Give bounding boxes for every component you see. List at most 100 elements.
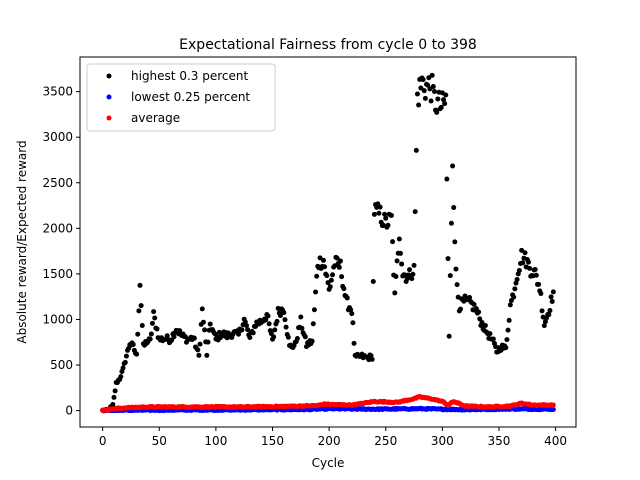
data-point bbox=[409, 276, 415, 282]
data-point bbox=[476, 309, 482, 315]
data-point bbox=[283, 324, 289, 330]
data-point bbox=[525, 259, 531, 265]
data-point bbox=[422, 95, 428, 101]
data-point bbox=[341, 286, 347, 292]
data-point bbox=[147, 336, 153, 342]
data-point bbox=[339, 274, 345, 280]
data-point bbox=[446, 333, 452, 339]
x-axis-ticks: 0 50 100 150 200 250 300 350 400 bbox=[99, 427, 567, 448]
data-point bbox=[451, 205, 457, 211]
data-point bbox=[447, 273, 453, 279]
data-point bbox=[265, 313, 271, 319]
data-point bbox=[112, 388, 118, 394]
data-point bbox=[349, 311, 355, 317]
data-point bbox=[514, 276, 520, 282]
data-point bbox=[550, 406, 556, 412]
data-point bbox=[327, 284, 333, 290]
x-tick-label: 300 bbox=[431, 434, 454, 448]
data-points bbox=[100, 72, 556, 414]
data-point bbox=[294, 336, 300, 342]
data-point bbox=[548, 294, 554, 300]
x-tick-label: 0 bbox=[99, 434, 107, 448]
data-point bbox=[205, 339, 211, 345]
chart-title: Expectational Fairness from cycle 0 to 3… bbox=[179, 37, 477, 53]
data-point bbox=[541, 323, 547, 329]
data-point bbox=[410, 271, 416, 277]
y-tick-label: 500 bbox=[50, 358, 73, 372]
data-point bbox=[482, 322, 488, 328]
data-point bbox=[511, 294, 517, 300]
data-point bbox=[390, 239, 396, 245]
data-point bbox=[243, 323, 249, 329]
data-point bbox=[154, 326, 160, 332]
data-point bbox=[431, 88, 437, 94]
data-point bbox=[520, 260, 526, 266]
data-point bbox=[512, 286, 518, 292]
data-point bbox=[371, 211, 377, 217]
data-point bbox=[507, 302, 513, 308]
data-point bbox=[453, 266, 459, 272]
data-point bbox=[370, 278, 376, 284]
legend-marker-average bbox=[106, 115, 112, 121]
data-point bbox=[445, 256, 451, 262]
data-point bbox=[164, 333, 170, 339]
data-point bbox=[505, 327, 511, 333]
data-point bbox=[314, 273, 320, 279]
data-point bbox=[123, 353, 129, 359]
x-tick-label: 200 bbox=[318, 434, 341, 448]
data-point bbox=[302, 334, 308, 340]
legend-marker-highest bbox=[106, 73, 112, 79]
data-point bbox=[245, 327, 251, 333]
data-point bbox=[538, 291, 544, 297]
data-point bbox=[200, 319, 206, 325]
data-point bbox=[351, 340, 357, 346]
y-tick-label: 1000 bbox=[42, 312, 73, 326]
data-point bbox=[412, 209, 418, 215]
data-point bbox=[506, 317, 512, 323]
data-point bbox=[438, 104, 444, 110]
y-axis-ticks: 0 500 1000 1500 2000 2500 3000 3500 bbox=[42, 85, 80, 418]
data-point bbox=[383, 215, 389, 221]
data-point bbox=[348, 307, 354, 313]
x-tick-label: 400 bbox=[544, 434, 567, 448]
data-point bbox=[435, 96, 441, 102]
data-point bbox=[322, 264, 328, 270]
data-point bbox=[152, 315, 158, 321]
legend-label-highest: highest 0.3 percent bbox=[131, 69, 248, 83]
data-point bbox=[336, 264, 342, 270]
data-point bbox=[487, 331, 493, 337]
data-point bbox=[416, 102, 422, 108]
data-point bbox=[137, 282, 143, 288]
data-point bbox=[434, 109, 440, 115]
data-point bbox=[207, 321, 213, 327]
data-point bbox=[298, 314, 304, 320]
data-point bbox=[448, 220, 454, 226]
data-point bbox=[337, 258, 343, 264]
data-point bbox=[522, 250, 528, 256]
data-point bbox=[425, 82, 431, 88]
data-point bbox=[136, 308, 142, 314]
data-point bbox=[421, 88, 427, 94]
data-point bbox=[382, 211, 388, 217]
data-point bbox=[247, 334, 253, 340]
data-point bbox=[274, 318, 280, 324]
data-point bbox=[418, 85, 424, 91]
legend-box bbox=[86, 63, 276, 132]
data-point bbox=[441, 97, 447, 103]
data-point bbox=[467, 294, 473, 300]
data-point bbox=[134, 351, 140, 357]
plot-frame bbox=[79, 56, 577, 428]
data-point bbox=[394, 258, 400, 264]
series-0 bbox=[100, 72, 556, 414]
data-point bbox=[299, 325, 305, 331]
x-tick-label: 350 bbox=[488, 434, 511, 448]
data-point bbox=[281, 310, 287, 316]
data-point bbox=[130, 341, 136, 347]
data-point bbox=[490, 336, 496, 342]
data-point bbox=[272, 327, 278, 333]
data-point bbox=[428, 98, 434, 104]
data-point bbox=[549, 298, 555, 304]
y-tick-label: 2500 bbox=[42, 176, 73, 190]
data-point bbox=[411, 262, 417, 268]
data-point bbox=[516, 268, 522, 274]
